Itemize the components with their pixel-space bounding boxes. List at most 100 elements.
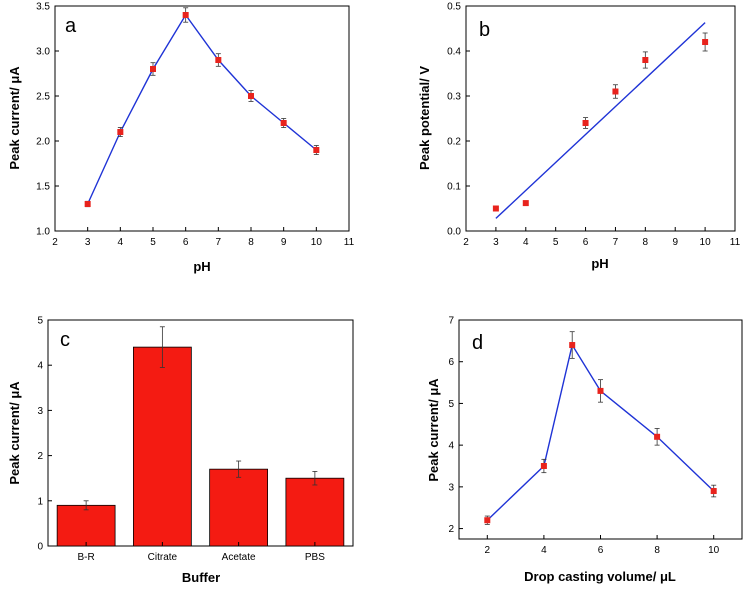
y-axis-label: Peak current/ μA — [7, 66, 22, 170]
series-line — [486, 343, 715, 521]
y-axis-label: Peak current/ μA — [426, 378, 441, 482]
data-point — [248, 93, 254, 99]
fit-line — [495, 22, 706, 219]
x-tick-label: 3 — [493, 237, 499, 248]
panel-label: c — [60, 329, 70, 351]
x-tick-label: Citrate — [148, 552, 178, 563]
data-point — [280, 120, 287, 126]
x-tick-label: 5 — [150, 237, 156, 248]
x-tick-label: 11 — [730, 237, 741, 248]
x-tick-label: 9 — [281, 237, 287, 248]
panel-b: 0.0 0.1 0.2 0.3 0.4 0.5 2 3 4 5 6 7 8 9 10 11 b pH Peak… — [417, 2, 741, 272]
y-tick-label: 3 — [37, 406, 43, 417]
data-point — [702, 39, 709, 45]
y-tick-label: 3.0 — [36, 47, 50, 58]
y-tick-label: 0.4 — [447, 47, 461, 58]
x-tick-label: Acetate — [222, 552, 256, 563]
y-tick-label: 2.5 — [36, 92, 50, 103]
y-tick-label: 4 — [448, 441, 454, 452]
bar — [56, 504, 116, 547]
panel-d: 2 3 4 5 6 7 2 4 6 8 10 d Drop casting volume/ μL P… — [426, 316, 743, 584]
x-tick-label: 4 — [523, 237, 529, 248]
x-tick-label: 11 — [344, 237, 355, 248]
x-tick-label: 10 — [708, 545, 720, 556]
data-point — [569, 342, 576, 349]
x-tick-label: 4 — [118, 237, 124, 248]
x-tick-label: 7 — [613, 237, 619, 248]
x-tick-label: 2 — [463, 237, 469, 248]
x-tick-label: 7 — [216, 237, 222, 248]
data-point — [522, 200, 529, 207]
bar — [132, 346, 192, 547]
x-tick-label: 8 — [654, 545, 660, 556]
y-tick-label: 0 — [37, 542, 43, 553]
y-axis-label: Peak potential/ V — [417, 66, 432, 170]
bar — [285, 477, 345, 547]
series-line — [87, 13, 317, 205]
x-tick-label: 8 — [248, 237, 254, 248]
y-tick-label: 1.0 — [36, 227, 50, 238]
data-point — [182, 12, 189, 18]
data-point — [612, 88, 619, 95]
x-axis-label: Buffer — [182, 570, 220, 585]
y-tick-label: 0.0 — [447, 227, 461, 238]
bar — [209, 468, 268, 547]
plot-frame — [465, 5, 736, 232]
data-point — [642, 57, 649, 63]
x-tick-label: 10 — [700, 237, 712, 248]
y-tick-label: 0.1 — [447, 182, 461, 193]
y-tick-label: 2 — [37, 451, 43, 462]
panel-c: B-R Citrate Acetate PBS 0 1 2 3 4 5 c Buffer Peak… — [7, 316, 354, 585]
y-tick-label: 3 — [448, 482, 454, 493]
x-axis-label: pH — [193, 259, 210, 274]
plot-frame — [54, 5, 350, 232]
data-point — [710, 488, 717, 495]
data-point — [484, 517, 491, 524]
y-tick-label: 1.5 — [36, 182, 50, 193]
data-point — [150, 66, 156, 72]
panel-label: b — [479, 19, 490, 41]
x-axis-label: Drop casting volume/ μL — [524, 569, 676, 584]
y-tick-label: 3.5 — [36, 2, 50, 13]
x-tick-label: 6 — [183, 237, 189, 248]
x-tick-label: 4 — [541, 545, 547, 556]
x-tick-label: 6 — [598, 545, 604, 556]
y-tick-label: 5 — [448, 399, 454, 410]
y-tick-label: 1 — [37, 496, 43, 507]
y-tick-label: 5 — [37, 316, 43, 327]
x-tick-label: 3 — [85, 237, 91, 248]
y-tick-label: 0.5 — [447, 2, 461, 13]
data-point — [84, 201, 91, 207]
y-axis-label: Peak current/ μA — [7, 381, 22, 485]
y-tick-label: 2 — [448, 524, 454, 535]
x-axis-label: pH — [591, 256, 608, 271]
x-tick-label: 9 — [672, 237, 678, 248]
data-point — [597, 387, 604, 394]
data-point — [313, 147, 320, 153]
x-tick-label: PBS — [305, 552, 325, 563]
y-tick-label: 6 — [448, 357, 454, 368]
data-point — [540, 463, 547, 469]
panel-label: d — [472, 332, 483, 354]
y-tick-label: 4 — [37, 361, 43, 372]
plot-frame — [47, 319, 354, 547]
y-tick-label: 0.3 — [447, 92, 461, 103]
x-tick-label: 8 — [643, 237, 649, 248]
x-tick-label: 2 — [52, 237, 58, 248]
x-tick-label: 2 — [485, 545, 491, 556]
x-tick-label: B-R — [78, 552, 95, 563]
data-point — [117, 129, 124, 135]
x-tick-label: 5 — [553, 237, 559, 248]
y-tick-label: 7 — [448, 316, 454, 327]
data-point — [654, 433, 661, 440]
data-point — [582, 120, 589, 126]
panel-a: 1.0 1.5 2.0 2.5 3.0 3.5 2 3 4 5 6 7 8 9 10 11 a pH Peak… — [7, 2, 355, 275]
y-tick-label: 0.2 — [447, 137, 461, 148]
panel-label: a — [65, 15, 77, 37]
data-point — [492, 205, 499, 212]
data-point — [215, 57, 222, 63]
y-tick-label: 2.0 — [36, 137, 50, 148]
x-tick-label: 10 — [311, 237, 323, 248]
x-tick-label: 6 — [583, 237, 589, 248]
